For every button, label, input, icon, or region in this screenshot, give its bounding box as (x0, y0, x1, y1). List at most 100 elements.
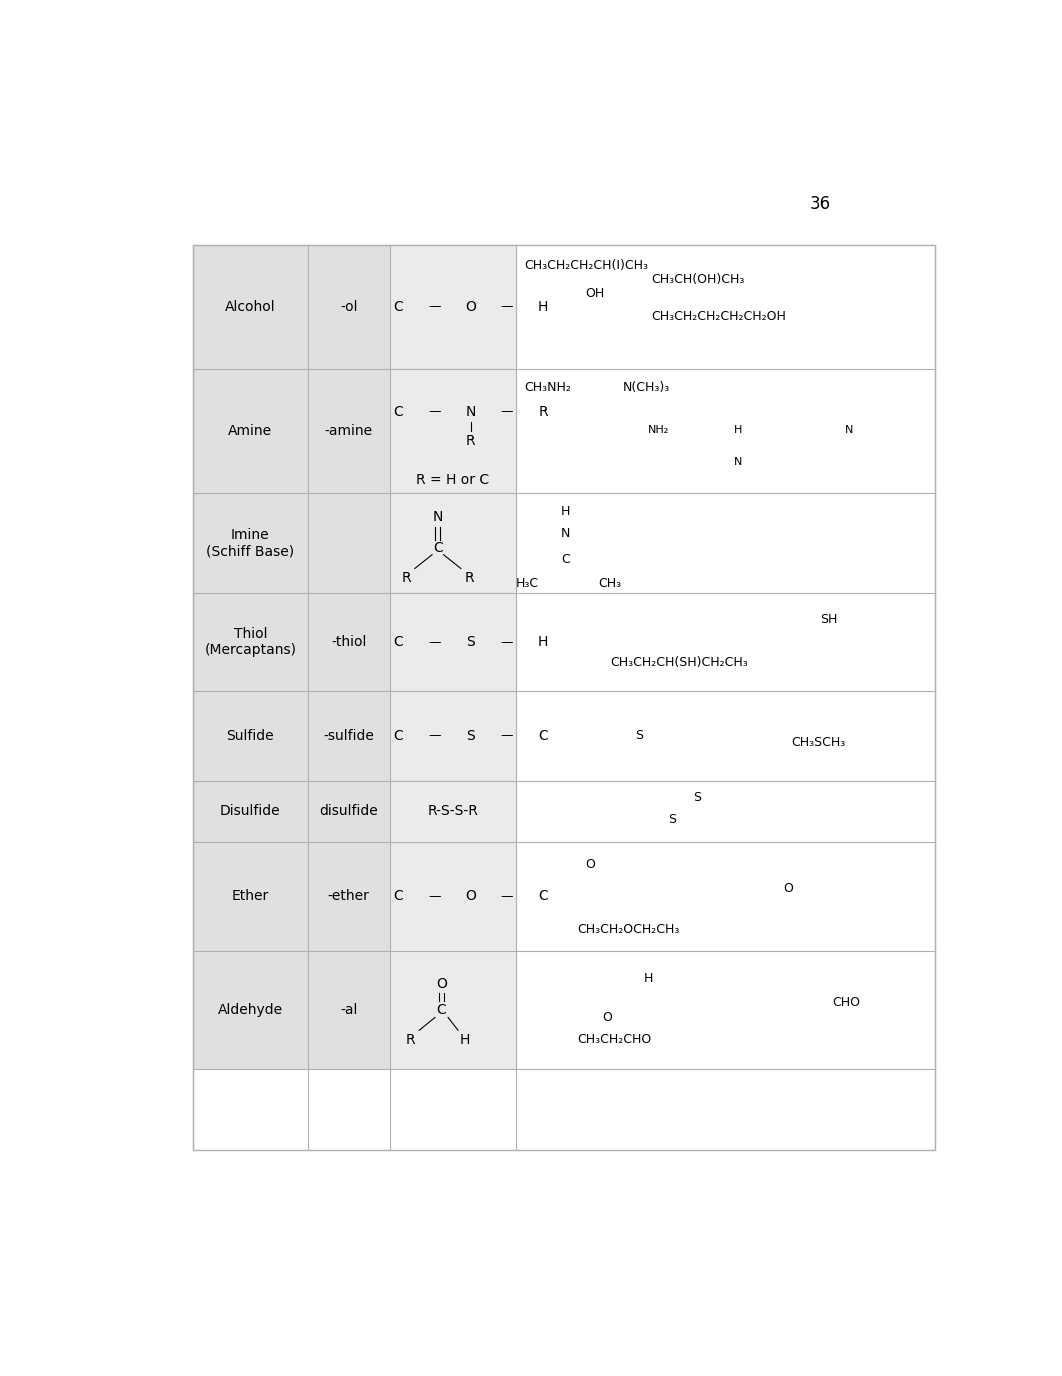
Text: C: C (538, 889, 548, 904)
Text: R: R (464, 571, 474, 585)
Text: C: C (561, 553, 570, 566)
Text: Ether: Ether (232, 889, 269, 904)
Bar (308, 593, 390, 691)
Text: R: R (401, 571, 411, 585)
Text: C: C (394, 729, 404, 743)
Text: Aldehyde: Aldehyde (218, 1003, 282, 1017)
Text: N: N (465, 405, 476, 418)
Text: CH₃NH₂: CH₃NH₂ (524, 381, 571, 395)
Text: Alcohol: Alcohol (225, 300, 276, 314)
Bar (390, 842, 516, 951)
Text: CH₃CH₂CH₂CH₂CH₂OH: CH₃CH₂CH₂CH₂CH₂OH (652, 310, 787, 323)
Bar (390, 493, 516, 593)
Text: H: H (538, 636, 548, 649)
Bar (193, 245, 936, 1150)
Text: —: — (501, 300, 513, 314)
Text: NH₂: NH₂ (648, 425, 669, 435)
Text: —: — (428, 300, 441, 314)
Text: —: — (501, 636, 513, 648)
Text: O: O (586, 859, 596, 871)
Text: Disulfide: Disulfide (220, 804, 280, 819)
Bar (390, 245, 516, 369)
Bar (193, 780, 308, 842)
Text: N: N (432, 509, 443, 524)
Text: CH₃CH₂CH₂CH(I)CH₃: CH₃CH₂CH₂CH(I)CH₃ (524, 259, 648, 272)
Bar (193, 842, 308, 951)
Text: —: — (428, 890, 441, 903)
Text: SH: SH (820, 614, 838, 626)
Text: —: — (501, 405, 513, 418)
Text: Imine
(Schiff Base): Imine (Schiff Base) (206, 528, 294, 559)
Text: C: C (394, 300, 404, 314)
Text: O: O (465, 300, 476, 314)
Text: -ol: -ol (340, 300, 358, 314)
Text: OH: OH (586, 286, 605, 300)
Text: —: — (428, 636, 441, 648)
Bar (390, 780, 516, 842)
Text: CH₃CH(OH)CH₃: CH₃CH(OH)CH₃ (652, 272, 744, 286)
Text: R = H or C: R = H or C (416, 473, 490, 487)
Text: —: — (501, 729, 513, 743)
Text: CH₃: CH₃ (598, 578, 621, 590)
Text: H: H (460, 1033, 469, 1047)
Text: Thiol
(Mercaptans): Thiol (Mercaptans) (204, 627, 296, 658)
Bar (308, 369, 390, 493)
Text: Amine: Amine (228, 424, 273, 438)
Text: O: O (465, 889, 476, 904)
Bar (193, 369, 308, 493)
Text: -amine: -amine (325, 424, 373, 438)
Bar (390, 369, 516, 493)
Text: S: S (466, 636, 475, 649)
Bar (308, 493, 390, 593)
Text: H: H (734, 425, 742, 435)
Text: R-S-S-R: R-S-S-R (427, 804, 478, 819)
Text: -sulfide: -sulfide (323, 729, 374, 743)
Text: R: R (466, 435, 476, 449)
Text: CH₃SCH₃: CH₃SCH₃ (791, 736, 845, 749)
Text: R: R (406, 1033, 415, 1047)
Text: S: S (466, 729, 475, 743)
Bar (193, 245, 308, 369)
Text: O: O (784, 882, 793, 894)
Text: H: H (561, 505, 570, 519)
Text: C: C (433, 541, 443, 556)
Text: S: S (692, 791, 701, 805)
Bar (308, 245, 390, 369)
Text: H₃C: H₃C (516, 578, 538, 590)
Text: -thiol: -thiol (331, 636, 366, 649)
Bar (308, 842, 390, 951)
Bar (193, 691, 308, 780)
Text: —: — (501, 890, 513, 903)
Bar (308, 780, 390, 842)
Text: C: C (394, 889, 404, 904)
Bar (390, 691, 516, 780)
Text: CH₃CH₂CH(SH)CH₂CH₃: CH₃CH₂CH(SH)CH₂CH₃ (611, 656, 748, 669)
Text: S: S (668, 812, 676, 826)
Text: —: — (428, 729, 441, 743)
Bar (193, 493, 308, 593)
Bar (193, 593, 308, 691)
Text: -al: -al (340, 1003, 358, 1017)
Text: CHO: CHO (833, 995, 860, 1009)
Text: CH₃CH₂CHO: CH₃CH₂CHO (578, 1032, 652, 1046)
Bar (308, 951, 390, 1069)
Bar (390, 951, 516, 1069)
Text: -ether: -ether (328, 889, 370, 904)
Text: N: N (845, 425, 854, 435)
Text: C: C (436, 1003, 446, 1017)
Text: O: O (602, 1011, 612, 1024)
Bar (390, 593, 516, 691)
Text: disulfide: disulfide (320, 804, 378, 819)
Text: C: C (394, 636, 404, 649)
Text: —: — (428, 405, 441, 418)
Bar (193, 951, 308, 1069)
Text: H: H (644, 973, 653, 985)
Text: H: H (538, 300, 548, 314)
Text: O: O (436, 977, 447, 991)
Text: C: C (394, 405, 404, 418)
Text: N: N (561, 527, 570, 539)
Text: CH₃CH₂OCH₂CH₃: CH₃CH₂OCH₂CH₃ (578, 923, 680, 936)
Bar (308, 691, 390, 780)
Text: S: S (635, 729, 644, 742)
Text: 36: 36 (809, 195, 830, 213)
